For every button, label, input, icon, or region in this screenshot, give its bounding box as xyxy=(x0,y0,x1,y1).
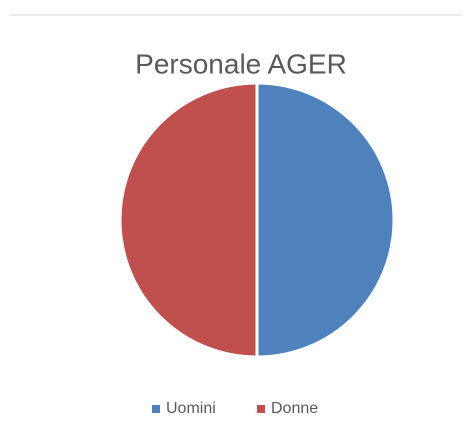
pie-slice xyxy=(118,81,259,359)
legend-label: Donne xyxy=(271,400,318,417)
legend-label: Uomini xyxy=(166,400,216,417)
pie-slice xyxy=(255,81,396,359)
chart-title: Personale AGER xyxy=(135,48,347,79)
legend-swatch xyxy=(152,405,160,413)
legend-swatch xyxy=(257,405,265,413)
